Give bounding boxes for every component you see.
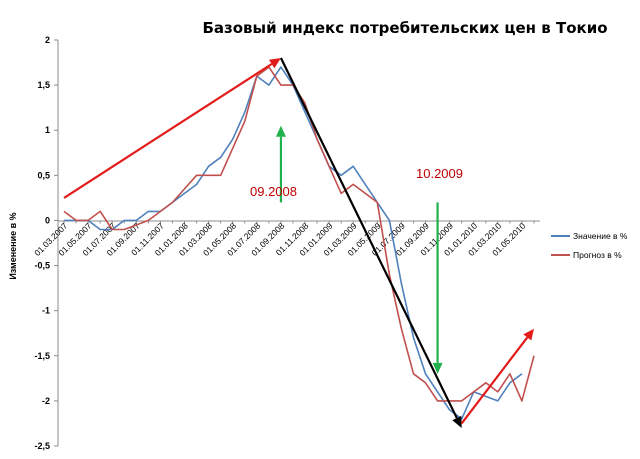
trend-arrow-5	[432, 202, 443, 374]
x-ticks: 01.03.200701.05.200701.07.200701.09.2007…	[32, 220, 535, 258]
trend-arrow-4	[275, 125, 286, 203]
y-tick-label: 1	[45, 125, 50, 135]
trend-arrow-2	[279, 57, 462, 428]
y-tick-label: 0	[45, 215, 50, 225]
trend-arrow-3	[460, 328, 534, 425]
chart-title: Базовый индекс потребительских цен в Ток…	[202, 19, 607, 37]
y-tick-label: -2	[42, 396, 50, 406]
y-tick-label: 0,5	[37, 170, 50, 180]
y-ticks: 2 1,5 1 0,5 0 -0,5 -1 -1,5 -2 -2,5	[34, 35, 58, 451]
y-tick-label: 1,5	[37, 80, 50, 90]
trend-arrows	[63, 57, 534, 428]
y-axis-label: Изменение в %	[8, 212, 18, 279]
y-tick-label: -1	[42, 306, 50, 316]
y-tick-label: -2,5	[34, 441, 50, 451]
y-tick-label: -0,5	[34, 261, 50, 271]
legend-label-series-2: Прогноз в %	[573, 250, 622, 260]
y-tick-label: 2	[45, 35, 50, 45]
annotation-09-2008: 09.2008	[250, 184, 297, 199]
y-tick-label: -1,5	[34, 351, 50, 361]
legend: Значение в % Прогноз в %	[551, 231, 628, 260]
annotation-10-2009: 10.2009	[416, 166, 463, 181]
trend-arrow-1	[63, 58, 281, 199]
legend-label-series-1: Значение в %	[573, 231, 628, 241]
